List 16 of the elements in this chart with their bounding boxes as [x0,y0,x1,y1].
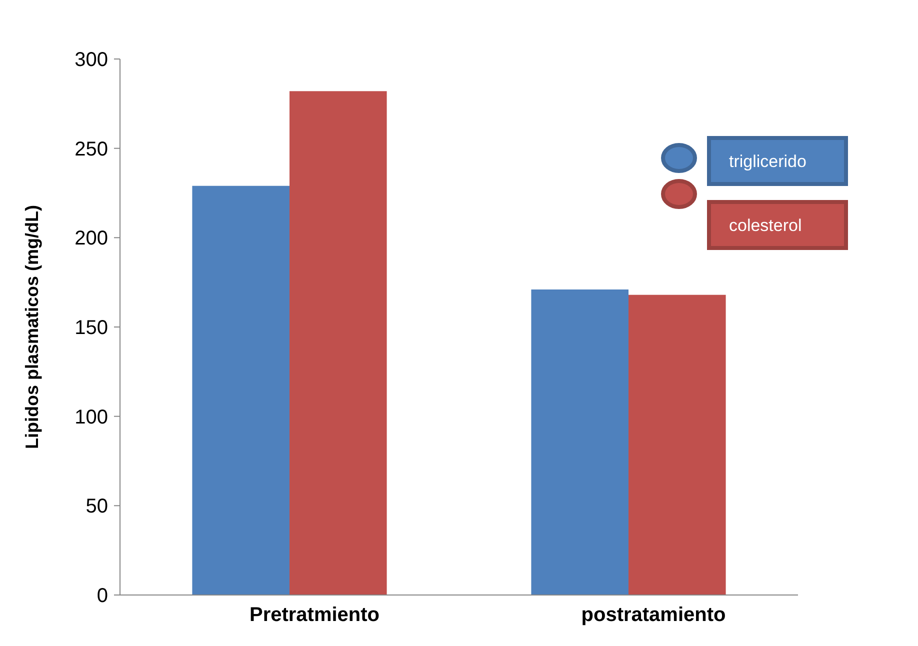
x-tick-label: Pretratmiento [249,604,380,626]
bar [290,91,387,595]
bar [531,289,628,595]
x-tick-label: postratamiento [581,604,726,626]
y-tick-label: 200 [74,228,108,250]
y-tick-label: 50 [86,496,108,518]
y-axis-title: Lipidos plasmaticos (mg/dL) [22,204,42,450]
text: colesterol [729,216,802,235]
y-tick-label: 250 [74,138,108,160]
y-tick-label: 0 [96,585,108,607]
legend-label: triglicerido [729,152,806,171]
y-tick-label: 150 [74,317,108,339]
bar [628,294,726,595]
y-tick-label: 300 [74,49,108,71]
y-tick-label: 100 [74,406,108,428]
bar [192,186,290,595]
